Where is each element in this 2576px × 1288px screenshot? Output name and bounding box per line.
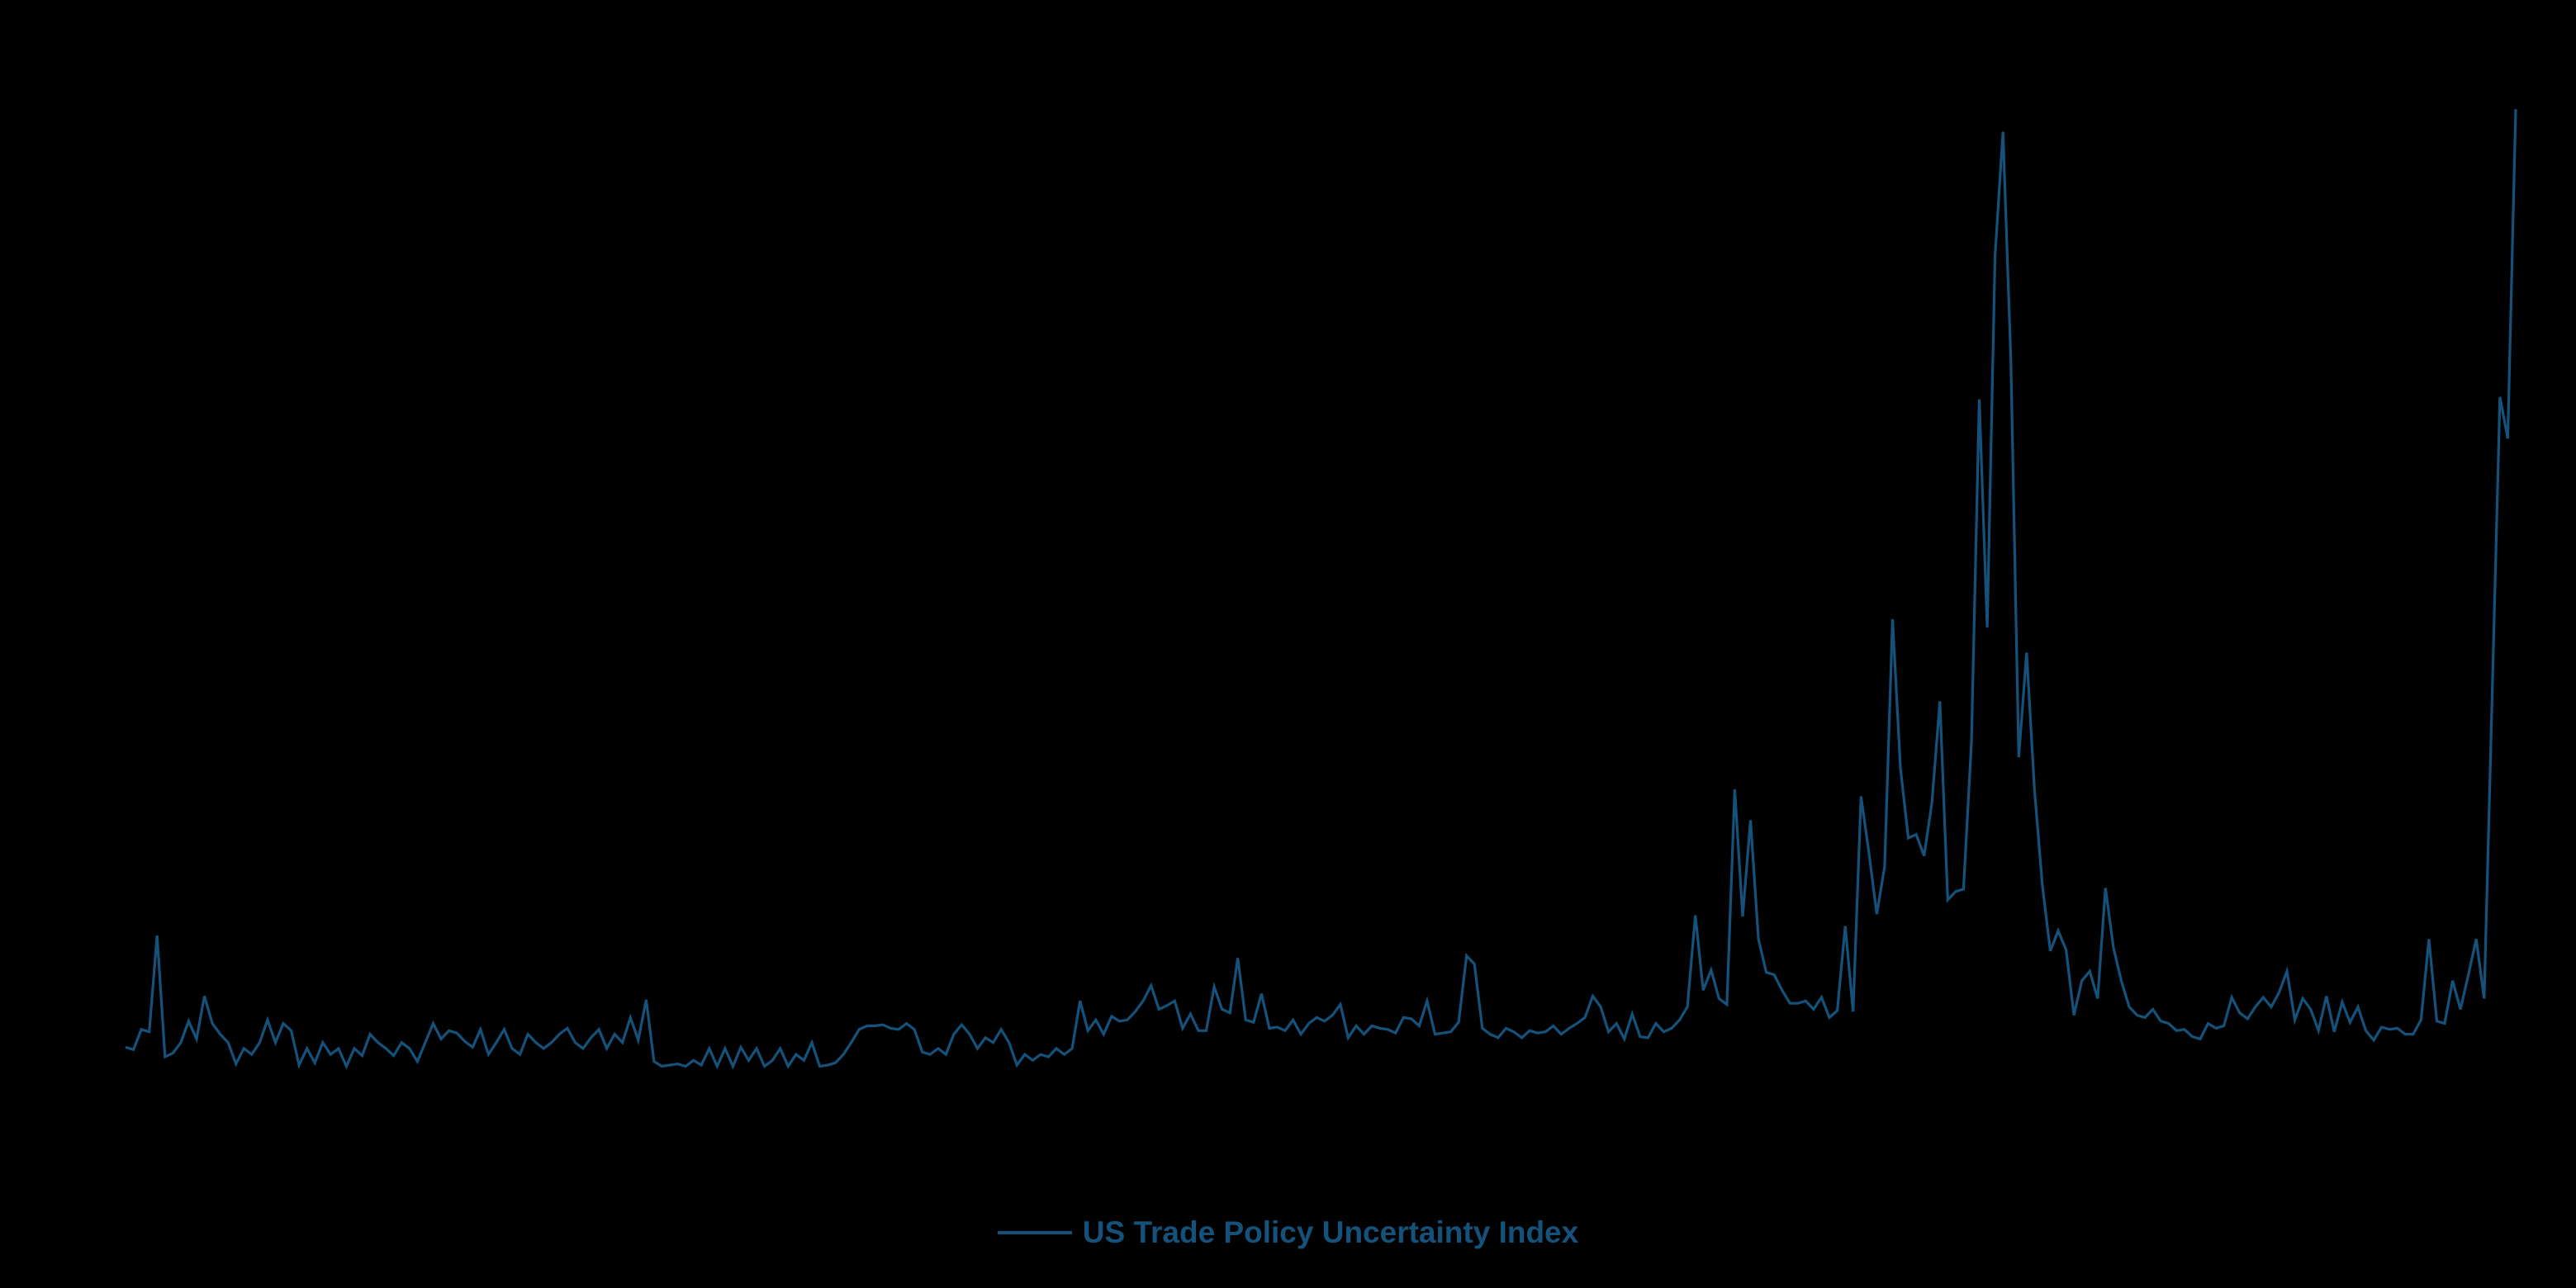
legend-label: US Trade Policy Uncertainty Index bbox=[1082, 1215, 1579, 1249]
chart-legend: US Trade Policy Uncertainty Index bbox=[0, 1215, 2576, 1250]
tpu-series-line bbox=[125, 109, 2517, 1070]
legend-line-sample bbox=[997, 1231, 1072, 1234]
